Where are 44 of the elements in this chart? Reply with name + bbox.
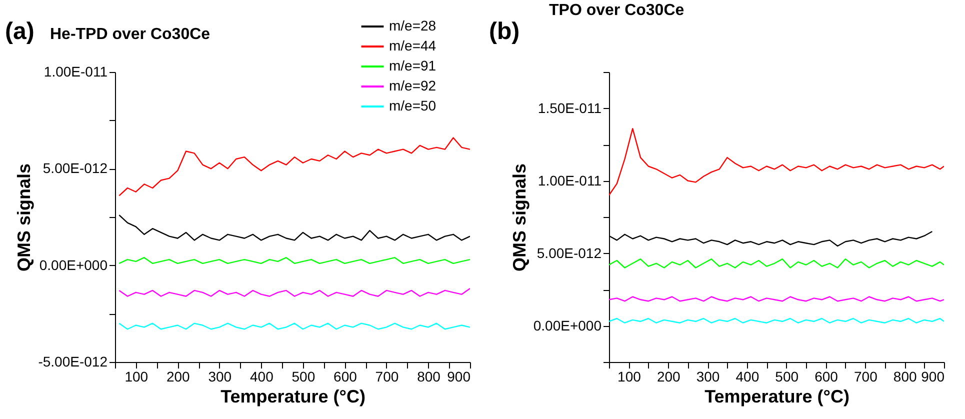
chart-title: He-TPD over Co30Ce xyxy=(50,26,210,43)
legend-label: m/e=28 xyxy=(389,18,436,34)
line-series xyxy=(609,128,944,196)
x-tick-label: 900 xyxy=(921,368,945,384)
y-axis-title: QMS signals xyxy=(14,163,34,272)
legend-label: m/e=44 xyxy=(389,38,436,54)
y-tick-label: 0.00E+000 xyxy=(533,317,602,334)
text: (a) xyxy=(5,18,34,45)
y-tick-label: 5.00E-012 xyxy=(536,244,602,261)
x-tick-label: 600 xyxy=(814,368,838,384)
y-tick-label: 1.50E-011 xyxy=(538,100,602,116)
x-tick-label: 800 xyxy=(417,368,441,384)
x-tick-label: 400 xyxy=(250,368,274,384)
x-tick-label: 300 xyxy=(208,368,232,384)
y-tick-label: 1.00E-011 xyxy=(44,64,108,80)
legend-label: m/e=91 xyxy=(389,58,436,74)
text: (b) xyxy=(489,18,520,45)
x-tick-label: 500 xyxy=(292,368,316,384)
x-tick-label: 700 xyxy=(854,368,878,384)
x-tick-label: 200 xyxy=(166,368,190,384)
x-tick-label: 800 xyxy=(893,368,917,384)
y-tick-label: 5.00E-012 xyxy=(42,160,108,176)
line-series xyxy=(118,214,470,241)
x-axis-title: Temperature (°C) xyxy=(704,386,850,406)
x-axis-title: Temperature (°C) xyxy=(220,386,366,406)
legend-label: m/e=50 xyxy=(389,98,436,114)
x-tick-label: 200 xyxy=(656,368,681,384)
x-tick-label: 500 xyxy=(775,368,799,384)
x-tick-label: 400 xyxy=(736,368,760,384)
x-tick-label: 300 xyxy=(696,368,720,384)
x-tick-label: 900 xyxy=(447,368,471,384)
line-series xyxy=(118,288,470,297)
x-tick-label: 700 xyxy=(375,368,399,384)
x-tick-label: 100 xyxy=(618,368,642,384)
y-tick-label: -5.00E-012 xyxy=(38,354,108,370)
x-tick-label: 100 xyxy=(124,368,148,384)
legend-label: m/e=92 xyxy=(389,78,436,94)
x-tick-label: 600 xyxy=(334,368,358,384)
y-tick-label: 0.00E+000 xyxy=(39,256,108,273)
y-tick-label: 1.00E-011 xyxy=(538,172,602,188)
chart-title: TPO over Co30Ce xyxy=(549,2,684,19)
line-series xyxy=(609,258,944,268)
y-axis-title: QMS signals xyxy=(509,163,530,272)
line-series xyxy=(118,137,470,196)
